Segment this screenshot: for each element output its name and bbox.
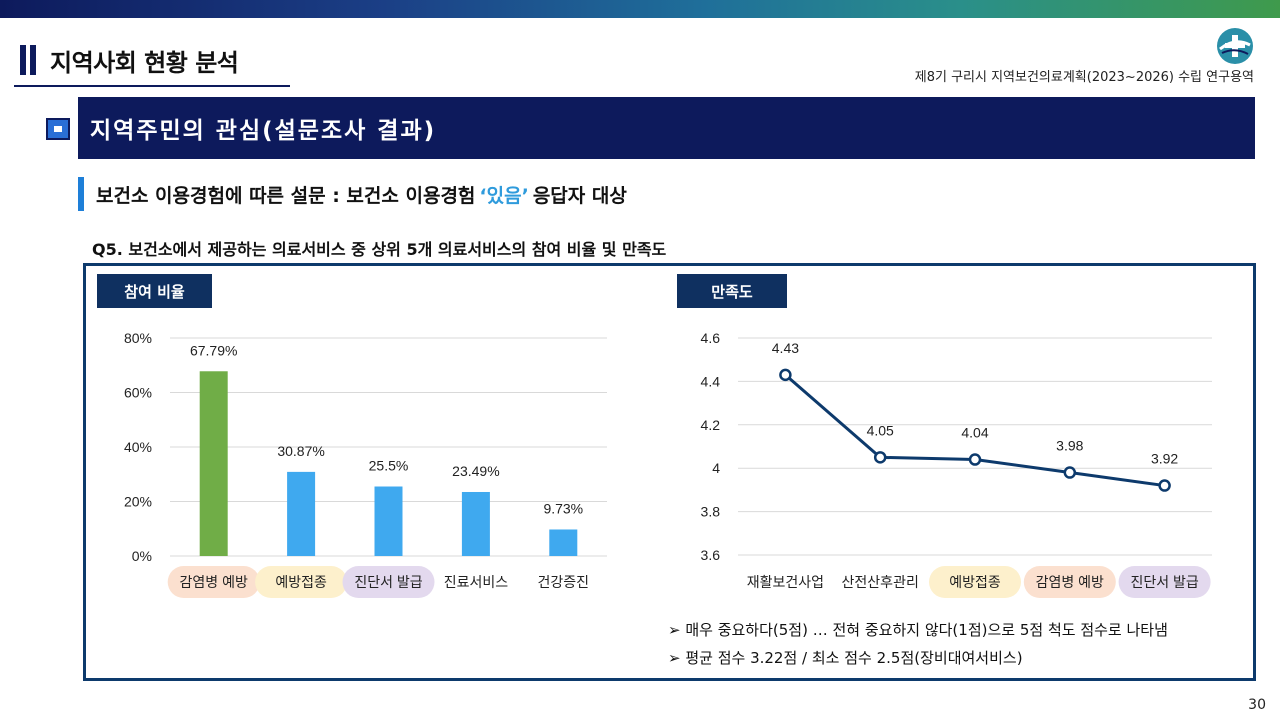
category-tag <box>255 566 348 598</box>
page-number: 30 <box>1248 697 1266 713</box>
data-label: 23.49% <box>452 463 499 479</box>
bar <box>287 471 316 556</box>
data-label: 9.73% <box>543 500 583 516</box>
x-tick-label: 예방접종 <box>275 574 327 590</box>
x-tick-label: 진단서 발급 <box>354 574 422 590</box>
y-tick-label: 60% <box>124 385 152 401</box>
x-tick-label: 진단서 발급 <box>1130 574 1198 590</box>
subheading-highlight: ‘있음’ <box>479 184 529 207</box>
data-label: 3.92 <box>1151 451 1178 467</box>
y-tick-label: 0% <box>132 548 152 564</box>
data-point <box>1063 466 1077 479</box>
bar <box>549 529 578 556</box>
x-tick-label: 예방접종 <box>949 574 1001 590</box>
section-header: 지역주민의 관심(설문조사 결과) <box>78 97 1255 159</box>
x-tick-label: 재활보건사업 <box>747 574 824 590</box>
category-tag <box>929 566 1021 598</box>
subheading-suffix: 응답자 대상 <box>532 184 627 207</box>
top-gradient-bar <box>0 0 1280 18</box>
y-tick-label: 4.2 <box>701 417 721 433</box>
x-tick-label: 진료서비스 <box>444 574 509 590</box>
bar <box>461 491 490 556</box>
data-label: 67.79% <box>190 342 237 358</box>
x-tick-label: 건강증진 <box>538 574 590 590</box>
page-title: 지역사회 현황 분석 <box>20 40 239 80</box>
category-tag <box>342 566 435 598</box>
data-label: 4.05 <box>867 422 894 438</box>
title-underline <box>14 85 290 87</box>
participation-bar-chart: 0% 20% 40% 60% 80% 67.79% 감염병 예방 30.87% 예방접종 25.5… <box>124 330 607 598</box>
section-title: 지역주민의 관심(설문조사 결과) <box>90 118 437 144</box>
subheading: 보건소 이용경험에 따른 설문 : 보건소 이용경험 ‘있음’ 응답자 대상 <box>78 177 627 211</box>
x-tick-label: 감염병 예방 <box>180 574 248 590</box>
y-tick-label: 4.4 <box>701 373 721 389</box>
survey-question: Q5. 보건소에서 제공하는 의료서비스 중 상위 5개 의료서비스의 참여 비… <box>92 240 667 259</box>
data-label: 4.43 <box>772 340 799 356</box>
data-point <box>1158 479 1171 492</box>
data-point <box>873 451 887 464</box>
data-point <box>779 368 792 382</box>
data-label: 30.87% <box>277 443 324 459</box>
page-title-text: 지역사회 현황 분석 <box>50 48 239 77</box>
data-label: 3.98 <box>1056 438 1083 454</box>
bar <box>374 486 403 556</box>
category-tag <box>1118 566 1211 598</box>
subheading-prefix: 보건소 이용경험에 따른 설문 : 보건소 이용경험 <box>96 184 476 207</box>
data-label: 4.04 <box>961 425 988 441</box>
y-tick-label: 80% <box>124 330 152 346</box>
y-tick-label: 3.6 <box>701 547 721 563</box>
category-tag <box>1023 566 1116 598</box>
data-label: 25.5% <box>369 458 409 474</box>
y-tick-label: 4 <box>712 460 720 476</box>
category-tag <box>167 566 260 598</box>
subheading-bar <box>78 177 84 211</box>
y-tick-label: 3.8 <box>701 504 721 520</box>
note-average: ➢ 평균 점수 3.22점 / 최소 점수 2.5점(장비대여서비스) <box>668 649 1023 667</box>
guri-logo-icon <box>1217 28 1253 64</box>
report-name: 제8기 구리시 지역보건의료계획(2023~2026) 수립 연구용역 <box>914 70 1254 85</box>
satisfaction-tag: 만족도 <box>677 274 787 308</box>
y-tick-label: 20% <box>124 494 152 510</box>
chart-frame <box>83 263 1256 681</box>
section-bullet-icon <box>46 118 70 140</box>
title-bars-icon <box>20 45 36 75</box>
participation-tag: 참여 비율 <box>97 274 212 308</box>
satisfaction-line-chart: 3.6 3.8 4 4.2 4.4 4.6 4.43 재활보건사업 4.05 산전산후관리 4.04… <box>701 330 1212 598</box>
y-tick-label: 40% <box>124 439 152 455</box>
bar <box>199 371 228 556</box>
x-tick-label: 감염병 예방 <box>1036 574 1104 590</box>
x-tick-label: 산전산후관리 <box>842 574 919 590</box>
data-point <box>968 453 982 466</box>
note-scale: ➢ 매우 중요하다(5점) … 전혀 중요하지 않다(1점)으로 5점 척도 점… <box>668 621 1168 639</box>
y-tick-label: 4.6 <box>701 330 721 346</box>
